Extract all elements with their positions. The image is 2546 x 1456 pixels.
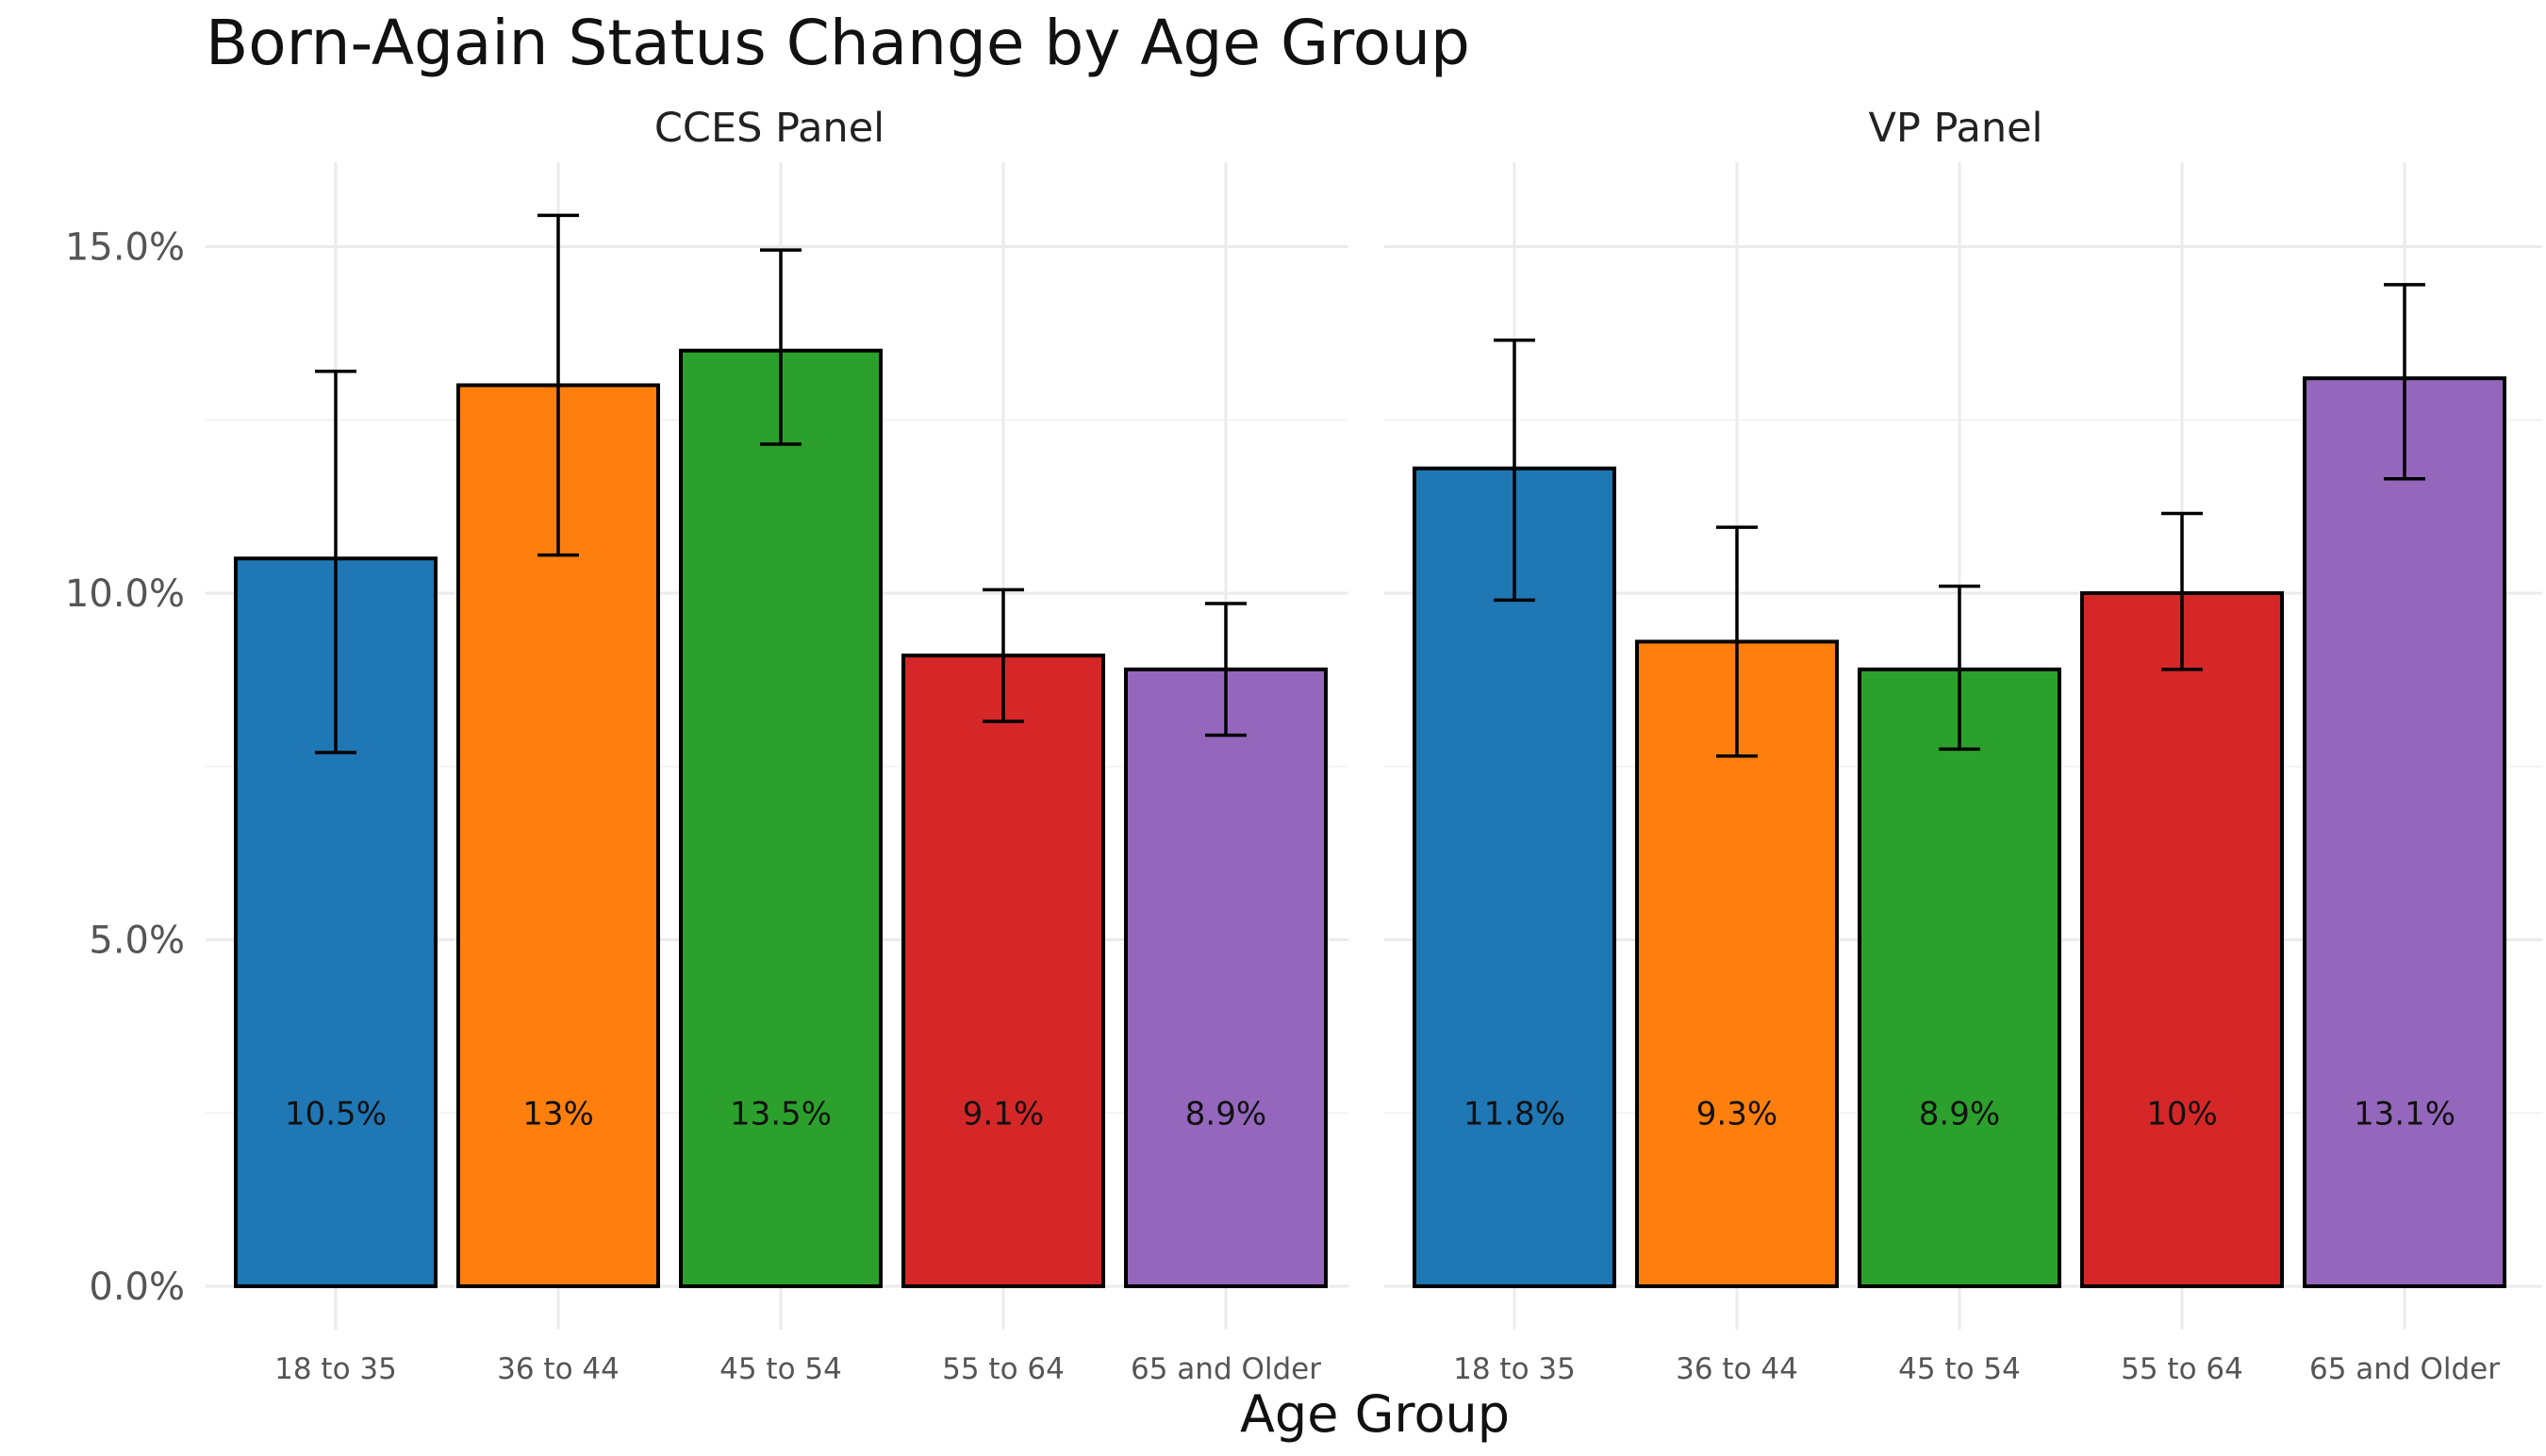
x-tick-label: 55 to 64 — [2121, 1352, 2243, 1386]
bar-value-label: 13.5% — [730, 1095, 832, 1133]
facet-panel: CCES Panel 10.5% 18 to 35 13% 36 to 44 13.5% 4… — [206, 105, 1348, 1386]
x-tick-label: 36 to 44 — [497, 1352, 620, 1386]
y-tick-label: 0.0% — [89, 1266, 185, 1309]
bar — [1413, 466, 1616, 1288]
x-tick-label: 18 to 35 — [1453, 1352, 1576, 1386]
y-tick-label: 5.0% — [89, 919, 185, 963]
chart-title: Born-Again Status Change by Age Group — [206, 7, 1470, 79]
bar — [1124, 667, 1328, 1288]
x-tick-label: 45 to 54 — [1898, 1352, 2021, 1386]
bar — [901, 654, 1105, 1288]
x-axis-label: Age Group — [1240, 1384, 1510, 1444]
bar-value-label: 9.3% — [1696, 1095, 1777, 1133]
bar-value-label: 10.5% — [285, 1095, 387, 1133]
x-tick-label: 65 and Older — [1131, 1352, 1321, 1386]
bar-value-label: 10% — [2146, 1095, 2218, 1133]
x-tick-label: 65 and Older — [2309, 1352, 2500, 1386]
bar — [2080, 591, 2284, 1288]
facet-panel: VP Panel 11.8% 18 to 35 9.3% 36 to 44 8.9% 45 … — [1384, 105, 2542, 1386]
bar-value-label: 11.8% — [1463, 1095, 1565, 1133]
bar-value-label: 13% — [522, 1095, 594, 1133]
facet-strip-title: CCES Panel — [654, 105, 884, 152]
bar-value-label: 13.1% — [2354, 1095, 2455, 1133]
x-tick-label: 45 to 54 — [719, 1352, 842, 1386]
panels: 0.0% 5.0% 10.0% 15.0% CCES Panel 10.5% 18 to 3… — [65, 105, 2542, 1386]
facet-strip-title: VP Panel — [1868, 105, 2042, 152]
y-tick-label: 15.0% — [65, 226, 185, 270]
bar-value-label: 8.9% — [1919, 1095, 2000, 1133]
bar — [2303, 376, 2506, 1288]
x-tick-label: 18 to 35 — [274, 1352, 397, 1386]
bar-value-label: 8.9% — [1185, 1095, 1266, 1133]
bar — [679, 348, 883, 1288]
bar-value-label: 9.1% — [963, 1095, 1044, 1133]
x-tick-label: 36 to 44 — [1676, 1352, 1798, 1386]
x-tick-label: 55 to 64 — [942, 1352, 1065, 1386]
bar — [1858, 667, 2061, 1288]
y-tick-label: 10.0% — [65, 572, 185, 616]
